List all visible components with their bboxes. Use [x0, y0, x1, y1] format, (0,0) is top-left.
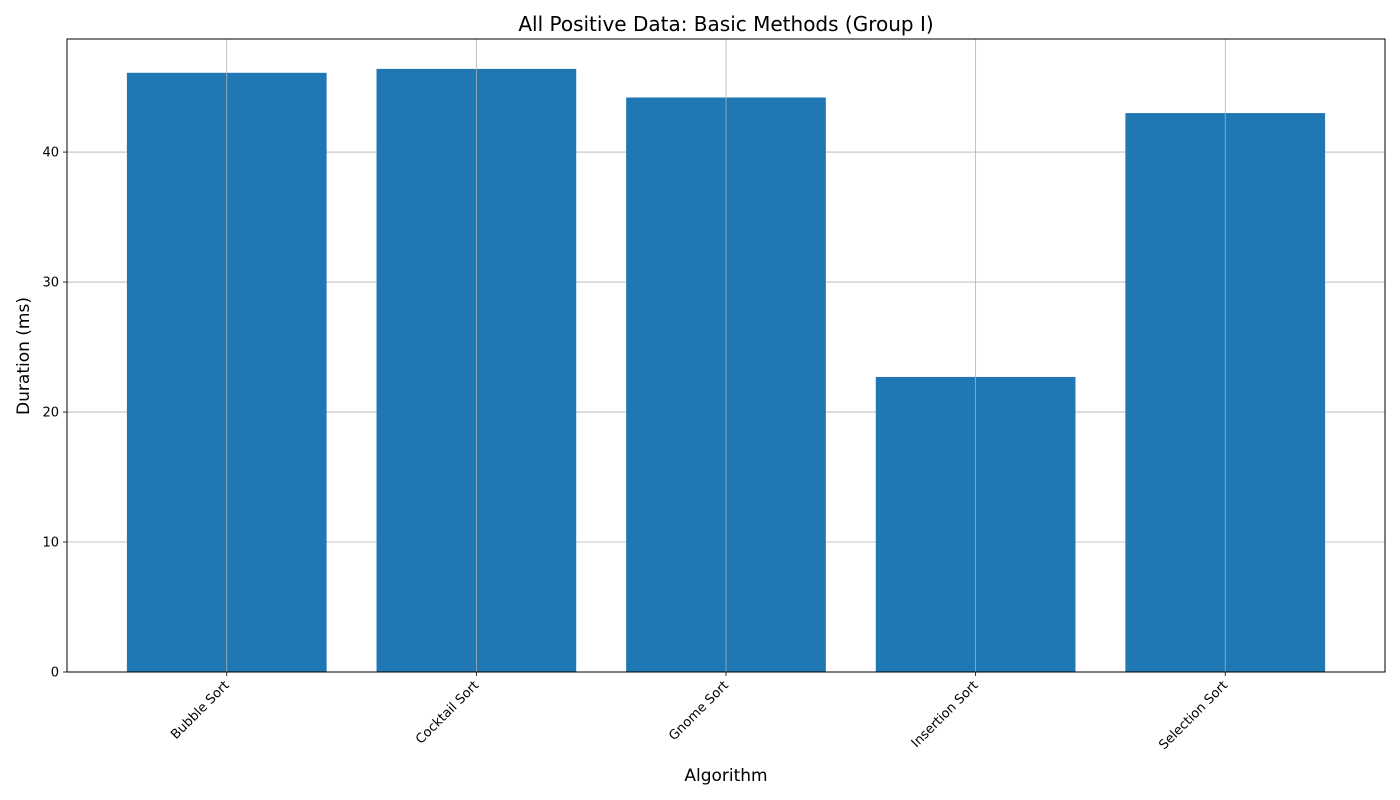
x-axis-ticks: Bubble Sort Cocktail Sort Gnome Sort Insert…: [168, 672, 1231, 753]
chart-title: All Positive Data: Basic Methods (Group …: [518, 12, 933, 36]
x-tick-label: Selection Sort: [1156, 678, 1231, 753]
x-tick-label: Gnome Sort: [666, 678, 732, 744]
y-axis-ticks: 0 10 20 30 40: [42, 146, 67, 681]
y-tick-label: 0: [51, 666, 59, 681]
x-tick-label: Cocktail Sort: [413, 678, 482, 747]
y-tick-label: 30: [42, 276, 59, 291]
x-gridlines-over-bars: [226, 39, 1226, 672]
x-axis-label: Algorithm: [684, 766, 767, 786]
y-tick-label: 10: [42, 536, 59, 551]
x-tick-label: Bubble Sort: [168, 678, 232, 742]
x-tick-label: Insertion Sort: [909, 678, 982, 751]
y-tick-label: 40: [42, 146, 59, 161]
y-axis-label: Duration (ms): [14, 297, 34, 415]
y-tick-label: 20: [42, 406, 59, 421]
